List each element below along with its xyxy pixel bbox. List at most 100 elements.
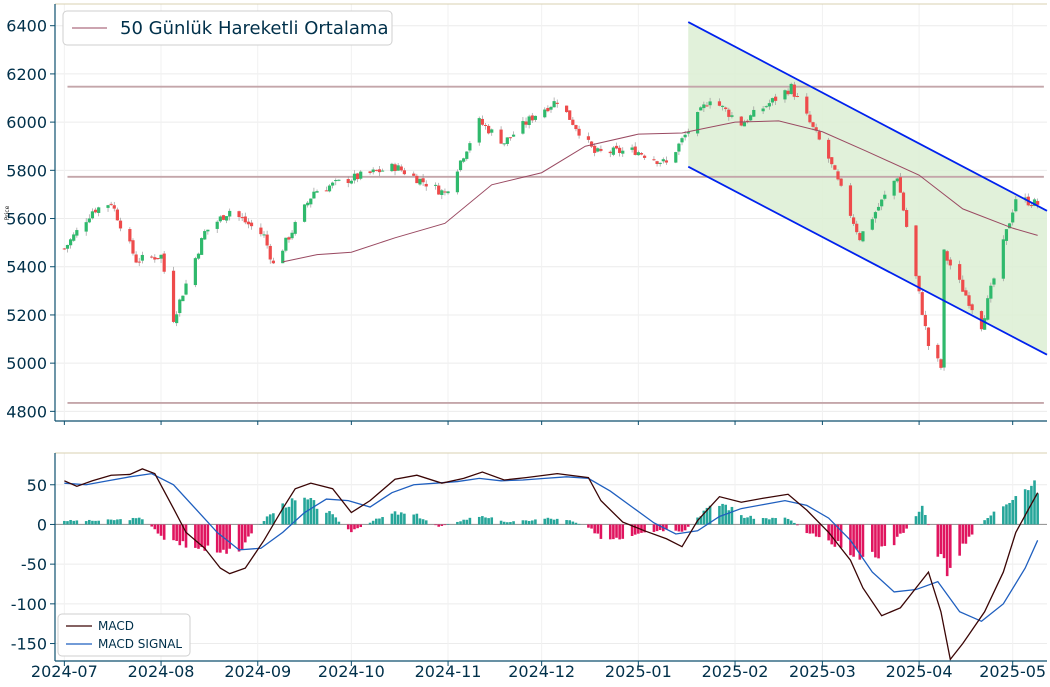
candle-down (964, 290, 968, 296)
candle-down (1036, 201, 1040, 205)
macd-hist-bar-pos (481, 516, 484, 525)
macd-hist-bar-neg (874, 524, 877, 558)
candle-down (920, 292, 924, 315)
price-y-tick-label: 6000 (6, 113, 47, 132)
macd-hist-bar-pos (63, 520, 66, 525)
macd-hist-bar-pos (137, 517, 141, 525)
price-y-tick-label: 6200 (6, 65, 47, 84)
candle-up (72, 234, 76, 241)
macd-hist-bar-pos (290, 498, 294, 525)
macd-hist-bar-neg (443, 524, 447, 526)
candle-up (293, 222, 297, 234)
macd-hist-bar-neg (215, 524, 219, 553)
macd-hist-bar-neg (877, 524, 880, 559)
macd-hist-bar-pos (739, 515, 743, 525)
macd-hist-bar-neg (150, 524, 154, 527)
macd-hist-bar-neg (206, 524, 210, 546)
x-tick-label: 2024-10 (318, 662, 385, 681)
candle-up (284, 237, 288, 251)
candle-up (262, 234, 266, 236)
macd-hist-bar-neg (680, 524, 684, 532)
macd-hist-bar-pos (421, 519, 425, 525)
price-panel: 4800 5000 5200 5400 5600 5800 6000 6200 6400 (6, 3, 1048, 422)
macd-hist-bar-pos (534, 519, 537, 525)
macd-hist-bar-pos (986, 518, 990, 525)
candle-up (140, 254, 144, 261)
candle-down (421, 178, 425, 183)
candle-up (521, 121, 525, 134)
candle-down (162, 253, 166, 272)
candle-down (93, 209, 98, 213)
macd-hist-bar-neg (905, 524, 908, 529)
candle-down (524, 121, 528, 125)
macd-hist-bar-neg (883, 524, 887, 546)
macd-hist-bar-pos (306, 499, 309, 525)
macd-hist-bar-pos (303, 497, 306, 525)
macd-hist-bar-neg (359, 524, 363, 528)
candle-up (206, 229, 210, 232)
candle-down (368, 171, 372, 173)
macd-hist-bar-neg (880, 524, 883, 547)
macd-hist-bar-pos (992, 511, 996, 525)
candle-up (533, 115, 538, 120)
candle-up (876, 206, 881, 211)
macd-hist-bar-neg (677, 524, 681, 532)
macd-hist-bar-pos (487, 518, 490, 525)
macd-hist-bar-pos (1011, 499, 1014, 525)
price-y-tick-label: 5000 (6, 354, 47, 373)
macd-hist-bar-pos (555, 518, 559, 525)
macd-hist-bar-pos (743, 517, 746, 525)
candle-up (193, 258, 197, 286)
candle-down (571, 119, 575, 125)
macd-hist-bar-neg (936, 524, 940, 557)
candle-up (764, 106, 768, 108)
candle-down (836, 171, 840, 180)
candle-down (724, 107, 728, 110)
macd-hist-bar-pos (1002, 506, 1005, 525)
macd-hist-bar-pos (272, 513, 275, 525)
macd-hist-bar-pos (749, 515, 752, 525)
price-legend-box (62, 10, 393, 46)
macd-hist-bar-pos (527, 520, 531, 525)
macd-y-tick-label: 50 (27, 476, 47, 495)
candle-up (106, 205, 110, 208)
candle-up (446, 191, 450, 194)
macd-hist-bar-pos (490, 517, 494, 525)
candle-up (331, 182, 335, 186)
candle-down (265, 234, 269, 246)
candle-down (948, 259, 952, 266)
macd-line (64, 468, 1039, 661)
macd-hist-bar-neg (858, 524, 862, 560)
macd-hist-bar-pos (66, 521, 69, 525)
macd-hist-bar-pos (552, 519, 556, 525)
candle-down (483, 124, 488, 126)
macd-hist-bar-pos (337, 521, 341, 525)
macd-hist-bar-pos (446, 524, 450, 525)
price-y-tick-label: 5800 (6, 161, 47, 180)
candle-down (546, 107, 550, 112)
candle-down (830, 157, 834, 165)
candle-down (814, 127, 818, 131)
macd-hist-bar-pos (94, 520, 97, 525)
macd-hist-bar-neg (942, 524, 946, 559)
macd-panel: 50 0 -50 -100 -150 (11, 452, 1047, 662)
macd-hist-bar-pos (577, 523, 581, 525)
candle-up (870, 219, 874, 230)
candle-up (699, 107, 703, 111)
macd-hist-bar-neg (608, 524, 612, 540)
candle-down (128, 229, 132, 242)
macd-hist-bar-pos (499, 520, 503, 525)
macd-hist-bar-neg (839, 524, 843, 548)
price-y-tick-label: 6400 (6, 17, 47, 36)
macd-hist-bar-pos (764, 518, 768, 525)
macd-hist-bar-pos (109, 519, 113, 525)
candle-down (792, 84, 796, 97)
candle-up (75, 230, 79, 236)
macd-hist-bar-pos (116, 519, 119, 525)
macd-hist-bar-pos (727, 510, 731, 525)
macd-hist-bar-pos (718, 505, 721, 525)
macd-hist-bar-pos (141, 519, 144, 525)
macd-hist-bar-neg (683, 524, 687, 531)
macd-hist-bar-pos (396, 514, 400, 525)
macd-hist-bar-pos (312, 500, 316, 525)
